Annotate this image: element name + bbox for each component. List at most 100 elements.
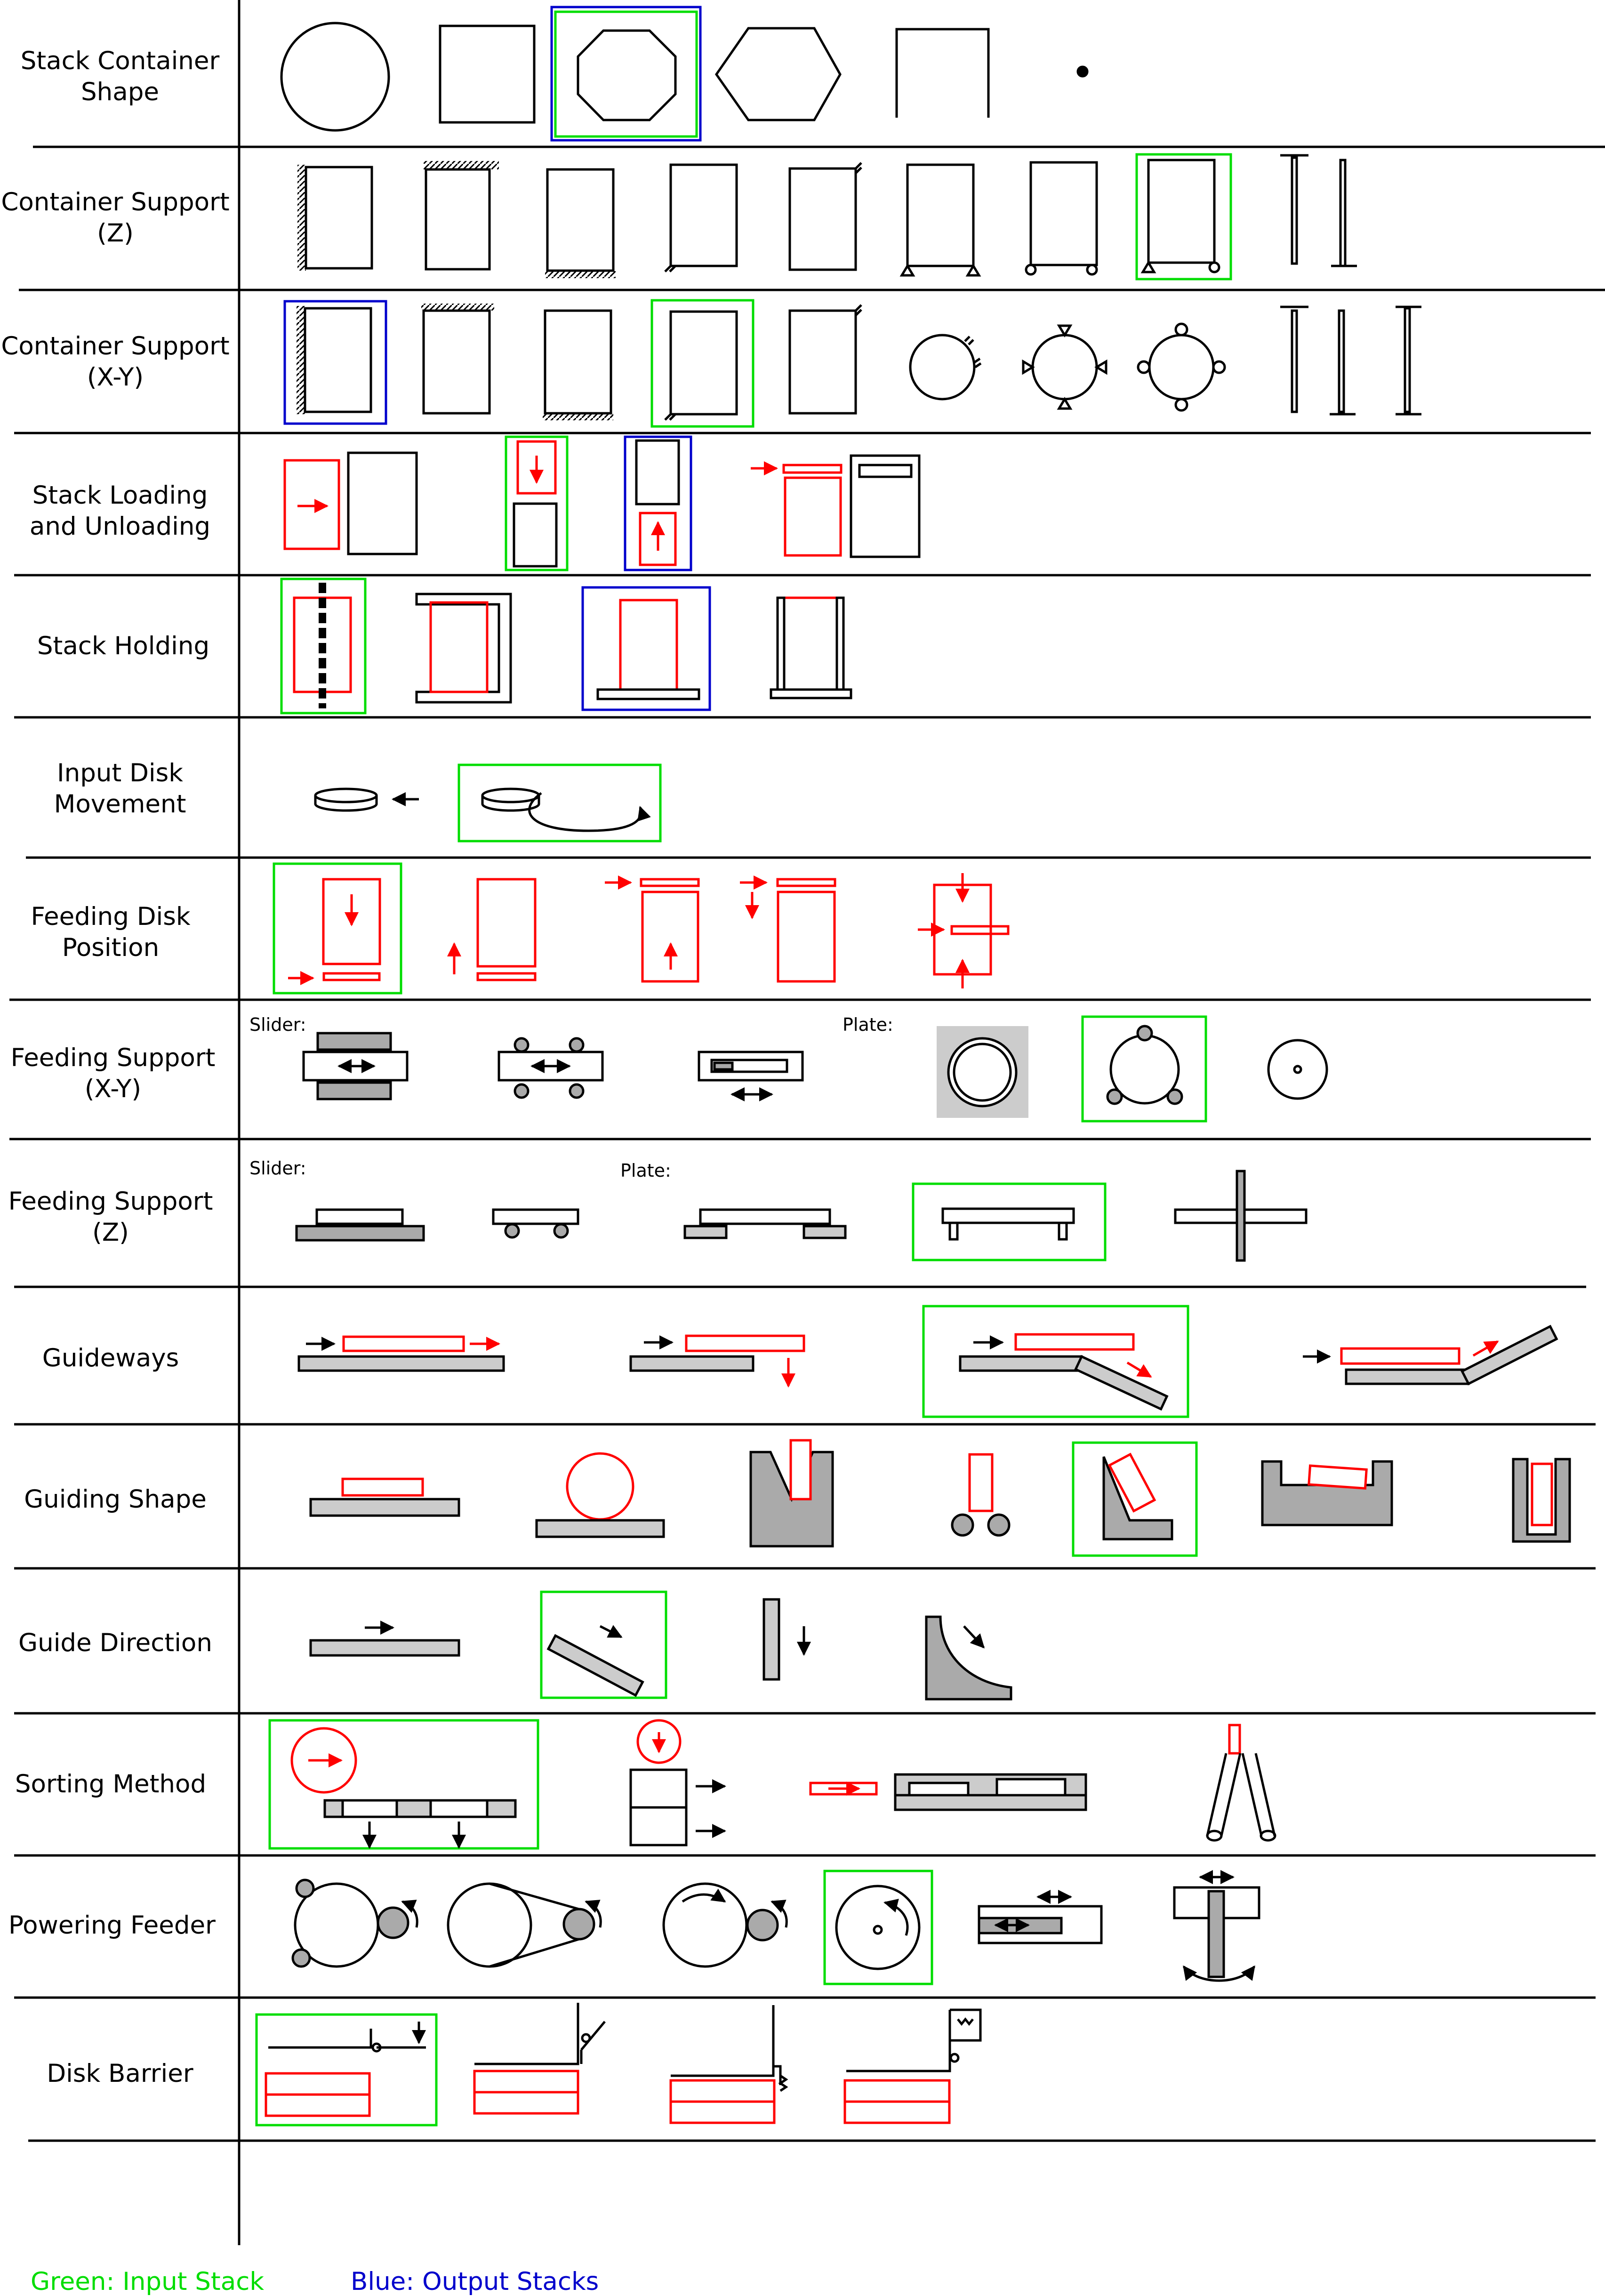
legend: Green: Input Stack Blue: Output Stacks — [31, 2267, 599, 2296]
u-channel-icon — [1261, 1460, 1393, 1526]
roller-icon — [504, 1223, 520, 1239]
input-highlight-box — [255, 2013, 438, 2127]
round-container-icon — [909, 334, 976, 401]
row-stack-container-shape — [280, 6, 1089, 142]
disk-icon — [809, 1782, 878, 1796]
rotation-arrow-icon — [770, 1900, 788, 1928]
posts-icon — [776, 596, 845, 690]
input-highlight-box — [1072, 1441, 1198, 1557]
roller-icon — [569, 1037, 585, 1053]
round-hatch-icon — [964, 336, 982, 369]
roller-icon — [951, 1513, 974, 1537]
input-highlight-box — [650, 299, 754, 428]
center-pin-icon — [1293, 1065, 1302, 1074]
slider-sublabel: Slider: — [249, 1158, 306, 1179]
roller-icon — [1086, 264, 1098, 276]
rod-hatch-icon — [1396, 305, 1421, 416]
input-highlight-box — [457, 763, 662, 843]
category-label: Sorting Method — [15, 1770, 206, 1798]
row-stack-loading — [283, 435, 921, 571]
top-hatch-icon — [424, 161, 499, 169]
category-label: Stack Holding — [37, 632, 209, 660]
disk-stack-icon — [619, 599, 678, 691]
slot-icon — [858, 464, 913, 478]
roller-icon — [1137, 360, 1151, 374]
input-highlight-box — [280, 578, 367, 714]
row-powering-feeder — [291, 1870, 1260, 1985]
roller-icon — [1212, 360, 1226, 374]
row-feeding-support-xy: Slider: Plate: — [249, 1014, 1328, 1123]
corner-support-icon — [669, 310, 738, 416]
disk-stack-icon — [777, 891, 836, 983]
disk-icon — [1340, 1347, 1461, 1365]
rail-icon — [316, 1032, 392, 1051]
rotation-arrow-icon — [585, 1900, 602, 1928]
rail-icon — [683, 1225, 728, 1239]
corner-guide-icon — [1102, 1456, 1173, 1541]
rail-icon — [295, 1225, 425, 1242]
guideway-icon — [1345, 1368, 1470, 1385]
disk-stack-icon — [641, 891, 699, 983]
hinge-icon — [949, 2053, 960, 2063]
split-chute-icon — [1206, 1753, 1276, 1836]
disk-stack-icon — [784, 476, 842, 557]
plate-icon — [699, 1208, 831, 1225]
spring-barrier-icon — [671, 2005, 788, 2092]
direction-arrow-icon — [599, 1625, 623, 1638]
corner-hatch-icon — [855, 304, 862, 316]
lift-arrow-icon — [1472, 1340, 1499, 1357]
input-highlight-box — [922, 1305, 1189, 1418]
input-highlight-box — [912, 1182, 1107, 1261]
wall-hatch-icon — [297, 165, 306, 271]
vertical-guide-icon — [762, 1598, 780, 1681]
driven-wheel-icon — [835, 1885, 921, 1970]
top-hatch-icon — [421, 304, 494, 311]
row-feeding-disk-position — [273, 862, 1010, 995]
shaft-icon — [1236, 1170, 1246, 1262]
plate-ring-icon — [947, 1037, 1018, 1108]
slider-icon — [498, 1051, 604, 1082]
bottom-support-icon — [546, 168, 615, 272]
plate-sublabel: Plate: — [843, 1014, 893, 1035]
rotation-arrow-icon — [883, 1899, 909, 1936]
slider-icon — [492, 1208, 579, 1225]
disk-icon — [1107, 1453, 1156, 1513]
roller-icon — [1106, 1088, 1123, 1105]
roller-icon — [291, 1948, 311, 1968]
base-plate-icon — [596, 688, 700, 700]
barrier-gate-icon — [474, 2003, 583, 2065]
row-feeding-support-z: Slider: Plate: — [249, 1158, 1308, 1262]
round-disk-icon — [290, 1727, 357, 1794]
inclined-guide-icon — [546, 1634, 644, 1697]
plate-sublabel: Plate: — [620, 1160, 671, 1181]
rail-icon — [802, 1225, 847, 1239]
input-highlight-box — [268, 1719, 539, 1850]
octagon-shape-icon — [577, 29, 677, 121]
input-highlight-box — [273, 862, 402, 995]
row-guideways — [297, 1305, 1558, 1418]
disk-icon — [342, 1335, 465, 1352]
point-shape-icon — [1076, 65, 1089, 78]
corner-hatch-icon — [664, 413, 676, 421]
disk-icon — [1531, 1462, 1553, 1526]
drive-gear-icon — [746, 1909, 779, 1942]
output-highlight-box — [624, 435, 692, 571]
slide-arrow-icon — [1126, 1361, 1152, 1378]
rod-support-icon — [1404, 307, 1411, 413]
category-label: Guide Direction — [18, 1629, 212, 1657]
guideway-icon — [959, 1355, 1083, 1372]
category-label: Powering Feeder — [8, 1911, 216, 1940]
roller-icon — [553, 1223, 569, 1239]
category-label: Container Support — [1, 332, 229, 361]
round-disk-icon — [566, 1452, 634, 1521]
plate-inner-icon — [953, 1043, 1012, 1102]
plate-icon — [941, 1207, 1075, 1224]
input-highlight-box — [823, 1870, 933, 1985]
disk-icon — [476, 972, 537, 981]
legend-output: Blue: Output Stacks — [351, 2267, 599, 2296]
disk-icon — [950, 925, 1010, 935]
top-support-icon — [425, 168, 491, 271]
spring-barrier-icon — [846, 2008, 982, 2072]
category-label: Input Disk — [57, 759, 183, 787]
flat-guide-icon — [535, 1519, 665, 1538]
